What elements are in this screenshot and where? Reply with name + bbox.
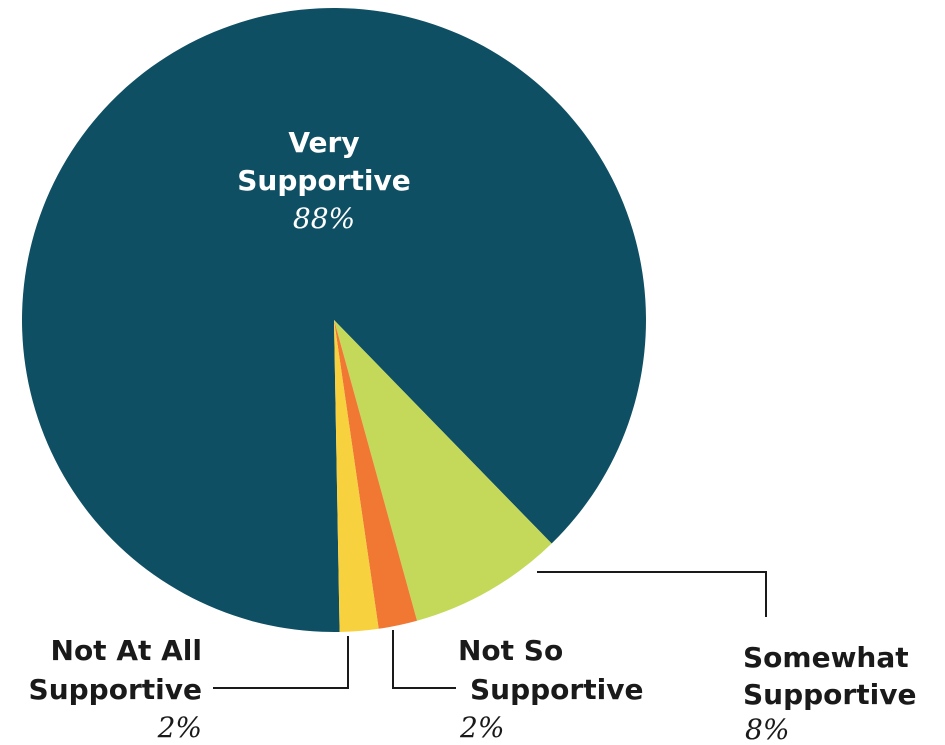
slice-label-not-at-all-supportive-line2: Supportive [29,673,202,706]
leader-line-not-so-supportive [392,630,456,689]
slice-label-not-so-supportive-line2: Supportive [470,673,643,706]
slice-label-very-supportive-line1: Very [288,126,359,159]
leader-line-not-at-all-supportive [213,636,349,689]
slice-label-not-so-supportive-line1: Not So [458,634,563,667]
slice-value-not-so-supportive: 2% [459,711,504,744]
pie-slice-not-at-all-supportive [334,320,379,632]
pie-slice-very-supportive [22,8,647,633]
slice-value-not-at-all-supportive: 2% [157,711,202,744]
pie-slices [22,8,647,633]
pie-slice-somewhat-supportive [334,320,552,621]
slice-label-somewhat-supportive-line1: Somewhat [743,641,909,674]
slice-label-very-supportive-line2: Supportive [237,164,410,197]
slice-label-somewhat-supportive-line2: Supportive [743,678,916,711]
pie-slice-not-so-supportive [334,320,418,629]
slice-label-not-at-all-supportive-line1: Not At All [51,634,202,667]
slice-value-somewhat-supportive: 8% [745,713,789,745]
slice-value-very-supportive: 88% [293,202,355,235]
leader-line-somewhat-supportive [537,571,767,617]
